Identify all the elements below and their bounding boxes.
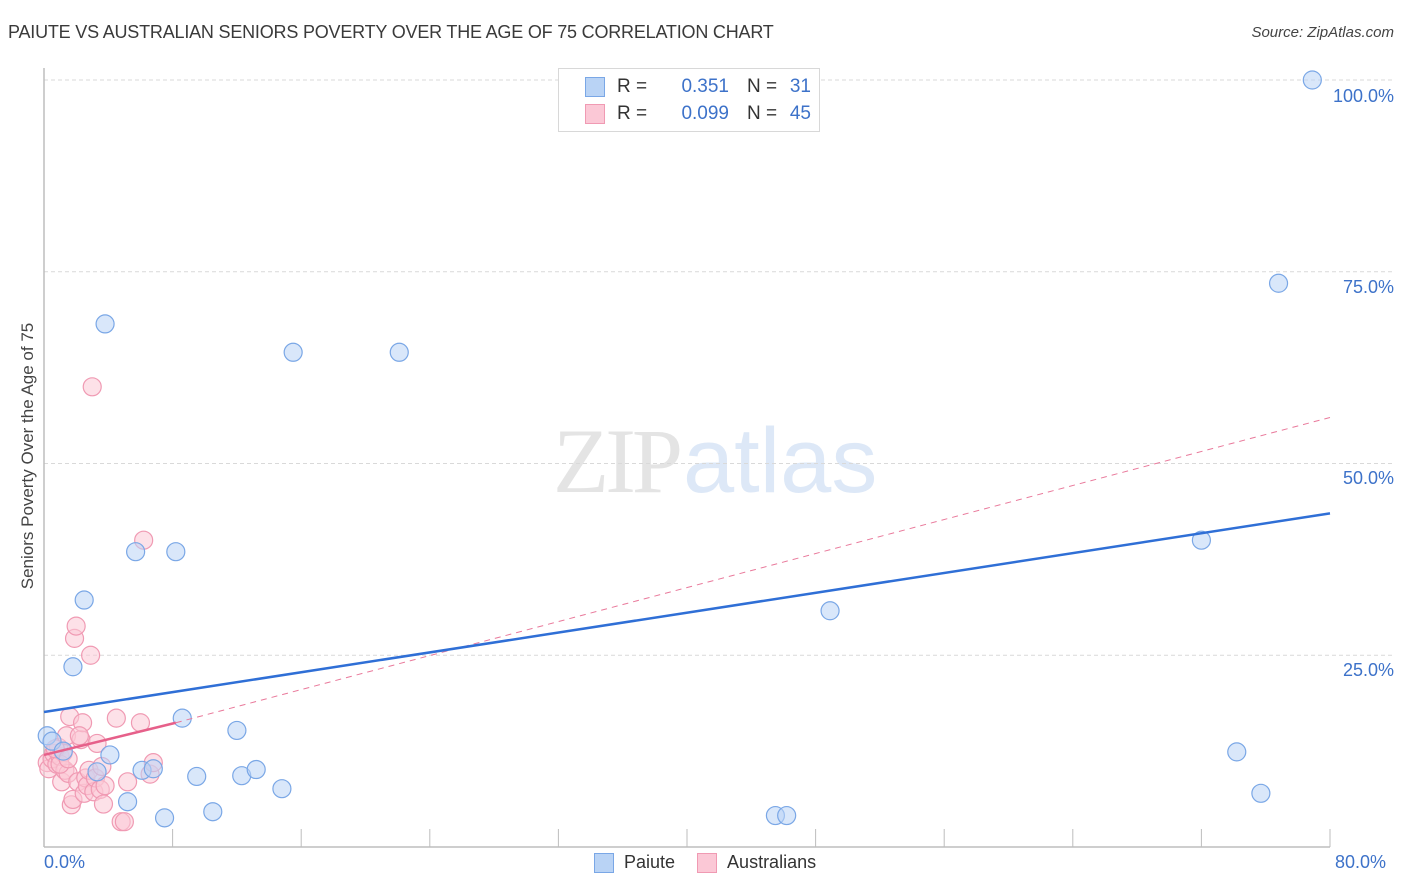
legend-item-paiute[interactable]: Paiute [594, 852, 675, 873]
source-label: Source: ZipAtlas.com [1251, 24, 1394, 41]
legend-row-paiute: R = 0.351 N = 31 [585, 75, 811, 99]
series-legend: Paiute Australians [594, 852, 838, 873]
legend-label: Australians [727, 852, 817, 872]
legend-label: Paiute [624, 852, 676, 872]
y-tick-25: 25.0% [1342, 660, 1394, 680]
data-point [820, 601, 840, 621]
data-point [187, 766, 207, 787]
data-point [117, 772, 138, 792]
data-point [106, 708, 126, 728]
axes [43, 68, 1331, 848]
paiute-points [37, 70, 1322, 828]
data-point [100, 745, 120, 765]
data-point [93, 794, 114, 814]
data-point [246, 759, 266, 780]
chart-title: PAIUTE VS AUSTRALIAN SENIORS POVERTY OVE… [8, 22, 774, 42]
paiute-trend-line [43, 512, 1331, 714]
y-tick-50: 50.0% [1342, 468, 1394, 488]
data-point [126, 542, 146, 562]
trend-lines [43, 416, 1331, 757]
data-point [114, 812, 134, 832]
data-point [66, 616, 86, 636]
data-point [172, 708, 192, 728]
y-tick-75: 75.0% [1342, 277, 1394, 297]
data-point [63, 657, 83, 677]
australians-trend-line [43, 721, 177, 757]
data-point [272, 779, 292, 799]
data-point [81, 645, 101, 665]
australians-trend-extension [175, 416, 1331, 724]
paiute-swatch [585, 77, 605, 97]
data-point [74, 590, 94, 610]
data-point [227, 720, 247, 741]
legend-row-australians: R = 0.099 N = 45 [585, 102, 811, 126]
data-point [69, 726, 89, 746]
data-point [1251, 783, 1271, 803]
data-point [283, 342, 303, 362]
data-point [143, 759, 163, 779]
n-value: 45 [789, 103, 811, 124]
data-point [87, 762, 107, 782]
data-point [95, 314, 115, 334]
data-point [154, 808, 175, 828]
gridlines [44, 79, 1392, 656]
paiute-swatch [594, 852, 614, 873]
data-point [1302, 70, 1322, 90]
r-label: R = [617, 76, 648, 97]
legend-item-australians[interactable]: Australians [697, 852, 816, 873]
data-point [1227, 742, 1247, 762]
data-point [82, 377, 102, 397]
correlation-legend: R = 0.351 N = 31 R = 0.099 N = 45 [558, 68, 820, 132]
n-label: N = [747, 76, 778, 97]
data-point [777, 805, 797, 826]
data-point [203, 802, 223, 822]
n-value: 31 [789, 76, 811, 97]
data-point [117, 792, 138, 812]
data-point [389, 342, 409, 362]
r-label: R = [617, 103, 648, 124]
data-point [1268, 273, 1289, 293]
x-tick-0: 0.0% [44, 852, 86, 872]
data-point [166, 542, 186, 562]
r-value: 0.099 [681, 103, 729, 124]
r-value: 0.351 [681, 76, 729, 97]
x-tick-80: 80.0% [1335, 852, 1387, 872]
data-point [1191, 530, 1212, 550]
n-label: N = [747, 103, 778, 124]
y-tick-100: 100.0% [1332, 86, 1394, 106]
australians-swatch [585, 104, 605, 124]
australians-swatch [697, 852, 718, 873]
